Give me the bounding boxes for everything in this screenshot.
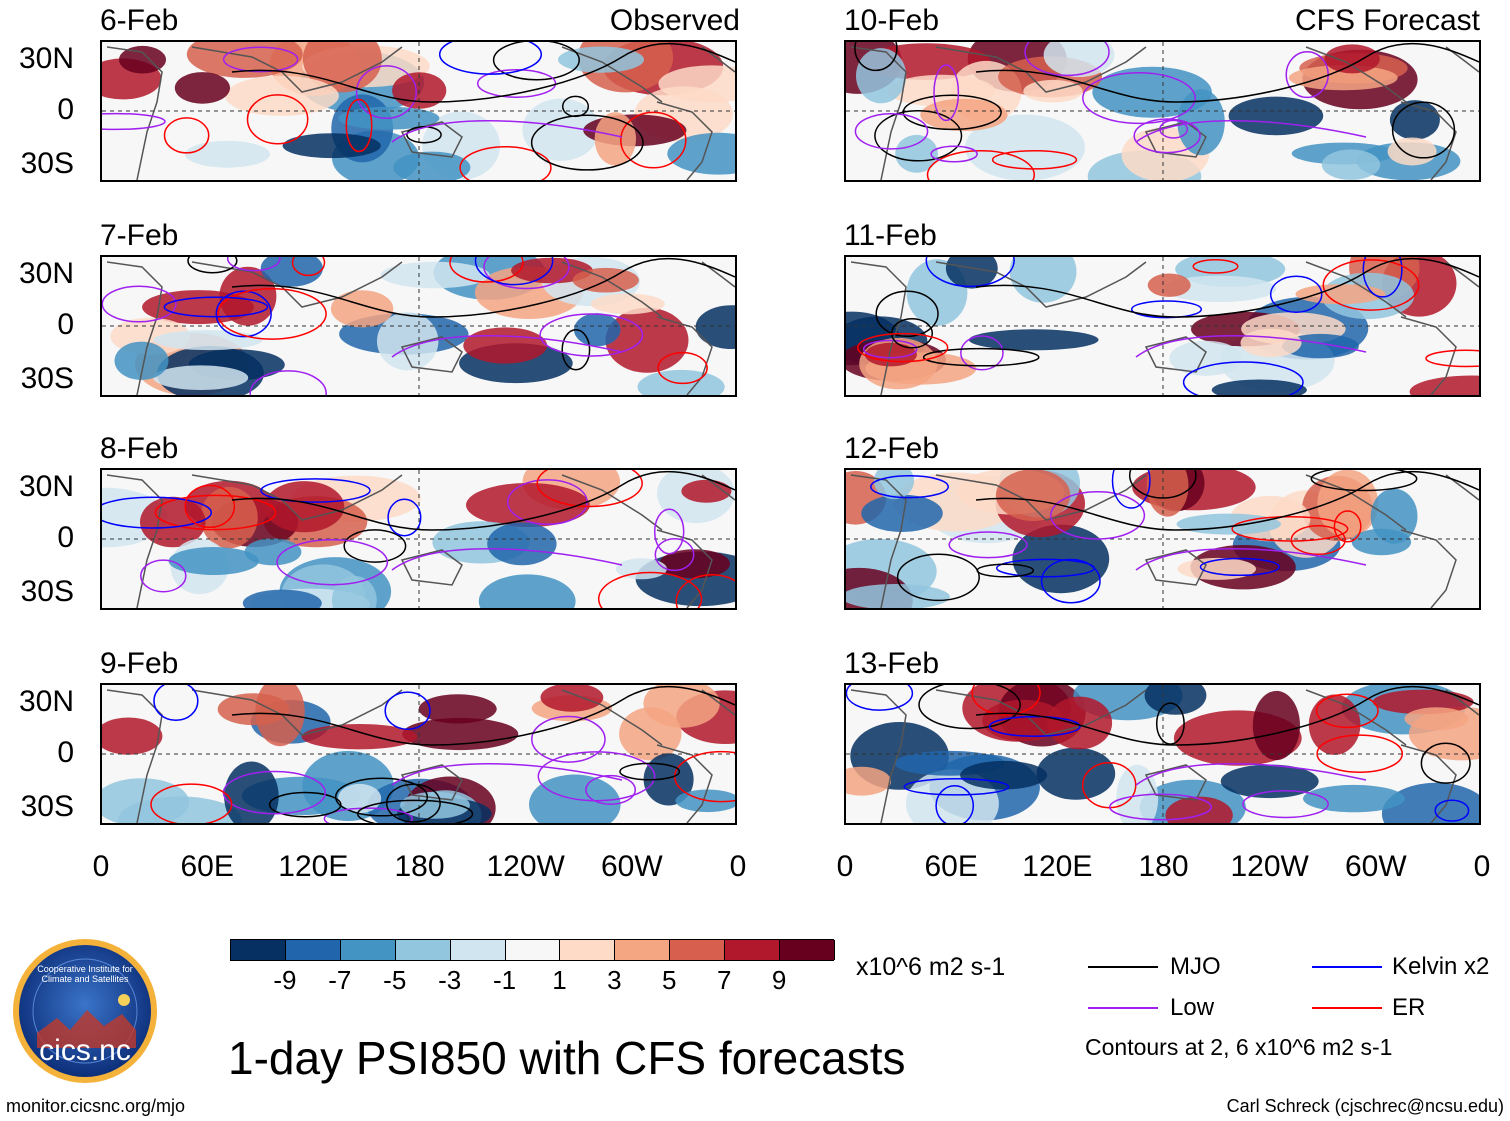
lat-label: 30N <box>18 42 74 75</box>
legend-line-swatch <box>1088 1007 1158 1009</box>
colorbar-cell <box>395 940 451 960</box>
psi850-map <box>844 255 1481 397</box>
panel-date-label: 12-Feb <box>844 432 940 465</box>
lon-label: 0 <box>1473 850 1491 883</box>
legend-line-swatch <box>1312 1007 1382 1009</box>
lon-label: 60E <box>924 850 978 883</box>
colorbar-cell <box>231 940 286 960</box>
psi850-map <box>844 468 1481 610</box>
colorbar-tick-label: 1 <box>552 965 567 995</box>
lat-label: 30S <box>20 790 74 823</box>
colorbar-cell <box>725 940 781 960</box>
lon-label: 0 <box>729 850 747 883</box>
lon-label: 120W <box>486 850 565 883</box>
colorbar-cell <box>670 940 726 960</box>
colorbar-tick-label: 3 <box>607 965 622 995</box>
panel-date-label: 10-Feb <box>844 4 940 37</box>
cics-logo: cics.nc Cooperative Institute for Climat… <box>12 938 158 1084</box>
colorbar-units: x10^6 m2 s-1 <box>856 953 1006 981</box>
lat-label: 30N <box>18 470 74 503</box>
panel-date-label: 6-Feb <box>100 4 179 37</box>
lon-label: 0 <box>836 850 854 883</box>
lon-label: 60W <box>1344 850 1407 883</box>
colorbar-tick-label: -9 <box>273 965 297 995</box>
observed-label: Observed <box>609 4 740 37</box>
lat-label: 0 <box>57 521 74 554</box>
legend-label: Low <box>1170 994 1215 1021</box>
footer-url: monitor.cicsnc.org/mjo <box>6 1096 186 1116</box>
panel-date-label: 9-Feb <box>100 647 179 680</box>
legend-label: ER <box>1392 994 1426 1021</box>
colorbar-tick-label: -3 <box>438 965 462 995</box>
lon-label: 180 <box>1138 850 1189 883</box>
legend-label: Kelvin x2 <box>1392 953 1490 980</box>
colorbar-tick-label: -7 <box>328 965 352 995</box>
psi850-map <box>100 40 737 182</box>
lon-label: 120W <box>1230 850 1309 883</box>
lon-label: 0 <box>92 850 110 883</box>
colorbar-cell <box>505 940 561 960</box>
logo-text: cics.nc <box>39 1034 131 1067</box>
lon-label: 180 <box>394 850 445 883</box>
footer-author: Carl Schreck (cjschrec@ncsu.edu) <box>1226 1096 1504 1116</box>
lon-label: 60E <box>180 850 234 883</box>
lat-label: 30N <box>18 257 74 290</box>
colorbar-tick-label: 9 <box>771 965 787 995</box>
colorbar-cell <box>780 940 835 960</box>
colorbar-cell <box>450 940 506 960</box>
colorbar-cell <box>285 940 341 960</box>
legend-line-swatch <box>1312 966 1382 968</box>
legend-label: MJO <box>1170 953 1221 980</box>
psi850-map <box>100 468 737 610</box>
psi850-map <box>844 40 1481 182</box>
psi850-map <box>100 255 737 397</box>
panel-date-label: 13-Feb <box>844 647 940 680</box>
colorbar <box>230 939 835 961</box>
cfs-forecast-label: CFS Forecast <box>1294 4 1480 37</box>
lon-label: 120E <box>1022 850 1093 883</box>
psi850-map <box>844 683 1481 825</box>
lon-label: 60W <box>600 850 663 883</box>
colorbar-tick-label: -5 <box>383 965 407 995</box>
legend-line-swatch <box>1088 966 1158 968</box>
lat-label: 0 <box>57 308 74 341</box>
panel-date-label: 11-Feb <box>844 219 937 252</box>
lat-label: 0 <box>57 736 74 769</box>
colorbar-tick-label: 5 <box>662 965 677 995</box>
lon-label: 120E <box>278 850 349 883</box>
colorbar-cell <box>560 940 616 960</box>
lat-label: 30S <box>20 362 74 395</box>
figure-title: 1-day PSI850 with CFS forecasts <box>228 1032 906 1084</box>
psi850-map <box>100 683 737 825</box>
lat-label: 0 <box>57 93 74 126</box>
colorbar-cell <box>340 940 396 960</box>
contour-note: Contours at 2, 6 x10^6 m2 s-1 <box>1085 1034 1393 1060</box>
lat-label: 30S <box>20 575 74 608</box>
colorbar-cell <box>615 940 671 960</box>
logo-ring-text: Cooperative Institute for Climate and Sa… <box>37 964 133 984</box>
colorbar-tick-label: -1 <box>492 965 517 995</box>
lat-label: 30S <box>20 147 74 180</box>
panel-date-label: 8-Feb <box>100 432 179 465</box>
panel-date-label: 7-Feb <box>100 219 179 252</box>
lat-label: 30N <box>18 685 74 718</box>
colorbar-tick-label: 7 <box>716 965 732 995</box>
